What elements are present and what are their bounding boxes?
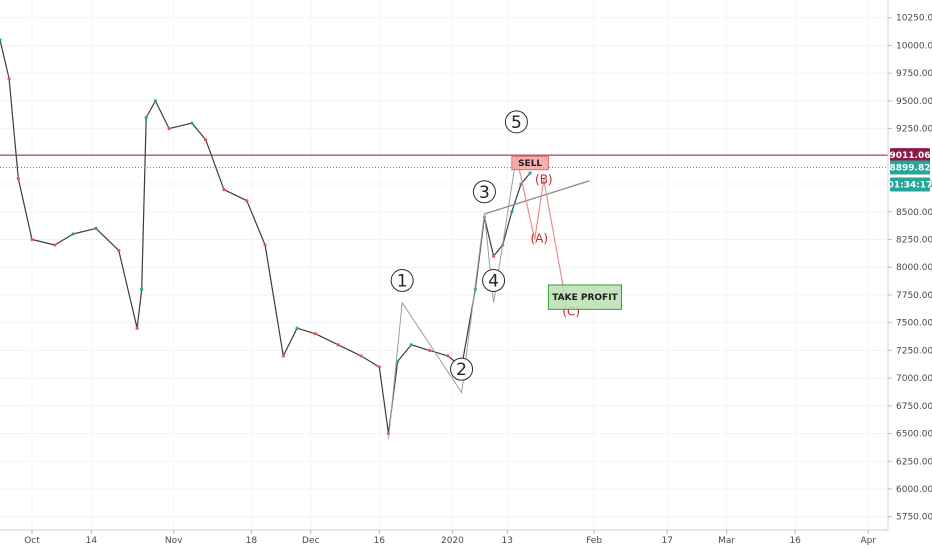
- price-point: [427, 348, 432, 352]
- x-tick-label: Feb: [586, 536, 602, 546]
- price-badge-bg: [890, 160, 930, 175]
- y-tick-label: 8000.00: [896, 263, 932, 273]
- y-tick-label: 6000.00: [896, 485, 932, 495]
- price-point: [117, 248, 121, 253]
- price-point: [510, 210, 514, 214]
- wave-circle-5: [504, 110, 528, 134]
- x-tick-label: Oct: [24, 536, 40, 546]
- price-point: [71, 232, 75, 236]
- price-badge-bg: [890, 148, 930, 163]
- y-tick-label: 9500.00: [896, 97, 932, 107]
- wave-label-1: 1: [397, 271, 408, 291]
- elliott-wave-group: 1 2 3 4 5: [388, 110, 528, 440]
- wave-circle-4: [482, 268, 506, 292]
- wave-circle-1: [390, 268, 414, 292]
- price-point: [359, 354, 363, 358]
- price-point: [53, 243, 57, 247]
- wave-circle-2: [450, 357, 474, 381]
- price-badge-label: 9011.06: [890, 151, 931, 161]
- y-tick-label: 8500.00: [896, 208, 932, 218]
- price-point: [7, 77, 11, 81]
- y-tick-label: 6250.00: [896, 457, 932, 467]
- wave-label-b: (B): [535, 173, 553, 187]
- y-tick-label: 9750.00: [896, 69, 932, 79]
- price-point: [190, 121, 194, 125]
- y-tick-label: 7000.00: [896, 374, 932, 384]
- y-tick-label: 9250.00: [896, 125, 932, 135]
- price-point: [245, 199, 249, 203]
- x-tick-label: 14: [86, 536, 98, 546]
- x-tick-label: Nov: [165, 536, 183, 546]
- price-point: [295, 326, 299, 330]
- x-tick-label: 16: [789, 536, 801, 546]
- wave-label-5: 5: [511, 113, 522, 133]
- price-point: [167, 127, 171, 131]
- price-point: [144, 115, 148, 120]
- wave-label-3: 3: [479, 183, 490, 203]
- take-profit-label: TAKE PROFIT: [552, 293, 618, 303]
- price-point: [135, 326, 139, 330]
- x-tick-label: 2020: [441, 536, 464, 546]
- price-badge-label: 01:34:17: [888, 180, 932, 190]
- y-tick-label: 7500.00: [896, 319, 932, 329]
- price-point: [16, 176, 20, 181]
- price-point: [222, 188, 226, 192]
- sell-box: [511, 155, 549, 171]
- price-badge-label: 8899.82: [890, 163, 931, 173]
- price-point: [409, 343, 413, 347]
- price-series: [0, 38, 532, 436]
- price-point: [491, 254, 496, 258]
- y-tick-label: 6750.00: [896, 402, 932, 412]
- trendline: [484, 180, 590, 215]
- x-tick-label: Dec: [302, 536, 319, 546]
- wave-label-2: 2: [456, 360, 467, 380]
- price-point: [313, 332, 317, 336]
- price-point: [528, 171, 532, 175]
- wave-circle-3: [472, 180, 496, 204]
- wave-label-a: (A): [530, 231, 548, 245]
- price-point: [94, 226, 98, 231]
- y-tick-label: 7250.00: [896, 346, 932, 356]
- sell-label: SELL: [518, 159, 542, 169]
- price-point: [140, 287, 144, 291]
- x-tick-label: 16: [374, 536, 386, 546]
- axes: [0, 0, 889, 531]
- abc-projection-path: [515, 156, 568, 307]
- price-point: [263, 243, 267, 247]
- x-tick-label: Apr: [861, 536, 877, 546]
- price-point: [0, 38, 2, 42]
- x-tick-label: Mar: [718, 536, 735, 546]
- y-tick-label: 5750.00: [896, 513, 932, 523]
- price-point: [336, 343, 340, 347]
- price-point: [281, 354, 285, 358]
- wave-label-4: 4: [488, 271, 499, 291]
- x-tick-label: 13: [502, 536, 513, 546]
- take-profit-box: [547, 284, 623, 310]
- time-axis[interactable]: Oct 14 Nov 18 Dec 16 2020 13 Feb 17 Mar 16 Apr: [24, 530, 876, 546]
- trendline-group: [484, 180, 590, 215]
- price-badges: 9011.06 8899.82 01:34:17: [888, 148, 932, 192]
- y-tick-label: 7750.00: [896, 291, 932, 301]
- price-point: [153, 99, 157, 103]
- y-tick-label: 10000.00: [896, 41, 932, 51]
- y-tick-label: 10250.00: [896, 14, 932, 24]
- x-tick-label: 17: [661, 536, 672, 546]
- grid: [0, 17, 888, 518]
- price-point: [377, 365, 381, 369]
- price-badge-bg: [890, 177, 930, 192]
- price-point: [204, 138, 208, 142]
- price-point: [446, 354, 450, 358]
- y-tick-label: 8250.00: [896, 235, 932, 245]
- y-tick-label: 6500.00: [896, 430, 932, 440]
- price-point: [30, 237, 34, 242]
- horizontal-levels: [0, 154, 888, 168]
- x-tick-label: 18: [246, 536, 258, 546]
- annotation-boxes: SELL TAKE PROFIT: [511, 155, 623, 310]
